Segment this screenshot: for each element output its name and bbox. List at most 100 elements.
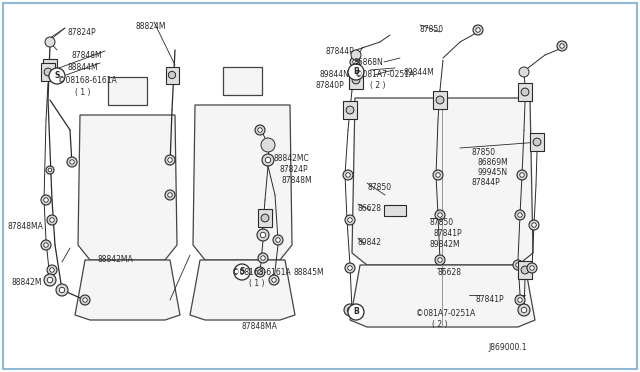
Circle shape: [257, 229, 269, 241]
Circle shape: [70, 160, 74, 164]
Text: 89842M: 89842M: [430, 240, 461, 249]
Circle shape: [435, 255, 445, 265]
Circle shape: [80, 295, 90, 305]
Circle shape: [348, 266, 352, 270]
Circle shape: [50, 268, 54, 272]
Text: 87850: 87850: [472, 148, 496, 157]
Circle shape: [47, 277, 52, 283]
Bar: [349, 71, 363, 89]
Text: ( 1 ): ( 1 ): [75, 88, 90, 97]
Polygon shape: [350, 265, 535, 327]
Polygon shape: [352, 98, 533, 265]
Circle shape: [273, 235, 283, 245]
Circle shape: [345, 215, 355, 225]
Text: 87844P: 87844P: [472, 178, 500, 187]
Circle shape: [49, 68, 65, 84]
Text: 87848M: 87848M: [282, 176, 312, 185]
Bar: [258, 209, 272, 227]
Circle shape: [276, 238, 280, 242]
Circle shape: [48, 168, 52, 172]
Circle shape: [234, 264, 250, 280]
Circle shape: [56, 284, 68, 296]
Polygon shape: [223, 67, 262, 95]
Text: 88842MC: 88842MC: [274, 154, 310, 163]
Circle shape: [165, 190, 175, 200]
Circle shape: [435, 210, 445, 220]
Circle shape: [438, 213, 442, 217]
Polygon shape: [193, 105, 292, 260]
Circle shape: [516, 263, 520, 267]
Circle shape: [45, 37, 55, 47]
Polygon shape: [78, 115, 177, 260]
Text: 87840P: 87840P: [315, 81, 344, 90]
Circle shape: [473, 25, 483, 35]
Text: 99945N: 99945N: [478, 168, 508, 177]
Text: S: S: [239, 267, 244, 276]
Circle shape: [46, 166, 54, 174]
Circle shape: [168, 158, 172, 162]
Circle shape: [436, 173, 440, 177]
Text: ( 2 ): ( 2 ): [432, 320, 447, 329]
Text: J869000.1: J869000.1: [488, 343, 527, 352]
Text: ( 1 ): ( 1 ): [249, 279, 264, 288]
Bar: [518, 261, 532, 279]
Circle shape: [344, 304, 356, 316]
Text: 87850: 87850: [420, 25, 444, 34]
Text: 86869M: 86869M: [478, 158, 509, 167]
Circle shape: [343, 170, 353, 180]
Circle shape: [168, 193, 172, 197]
Circle shape: [518, 213, 522, 217]
Circle shape: [517, 170, 527, 180]
Bar: [518, 83, 532, 101]
Circle shape: [433, 170, 443, 180]
Circle shape: [272, 278, 276, 282]
Text: ( 2 ): ( 2 ): [370, 81, 385, 90]
Text: 89844N: 89844N: [319, 70, 349, 79]
Circle shape: [262, 154, 274, 166]
Circle shape: [346, 106, 354, 114]
Circle shape: [50, 218, 54, 222]
Circle shape: [345, 263, 355, 273]
Polygon shape: [108, 77, 147, 105]
Text: ©081A7-0251A: ©081A7-0251A: [355, 70, 414, 79]
Circle shape: [515, 295, 525, 305]
Circle shape: [258, 128, 262, 132]
Bar: [433, 91, 447, 109]
Text: ©08168-6161A: ©08168-6161A: [232, 268, 291, 277]
Circle shape: [476, 28, 480, 32]
Circle shape: [46, 64, 54, 72]
Text: 86628: 86628: [437, 268, 461, 277]
Text: 87824P: 87824P: [280, 165, 308, 174]
Circle shape: [44, 68, 52, 76]
Circle shape: [44, 198, 48, 202]
Bar: [343, 101, 357, 119]
Circle shape: [520, 173, 524, 177]
Circle shape: [522, 307, 527, 313]
Text: B: B: [353, 308, 359, 317]
Circle shape: [438, 258, 442, 262]
Circle shape: [348, 218, 352, 222]
Text: 87844P: 87844P: [325, 47, 354, 56]
Circle shape: [350, 57, 360, 67]
Circle shape: [266, 157, 271, 163]
Circle shape: [60, 287, 65, 293]
Polygon shape: [190, 260, 295, 320]
Circle shape: [557, 41, 567, 51]
Circle shape: [168, 71, 175, 78]
Circle shape: [258, 270, 262, 274]
Circle shape: [436, 96, 444, 104]
Text: ©08168-6161A: ©08168-6161A: [58, 76, 116, 85]
Circle shape: [258, 253, 268, 263]
Text: 87841P: 87841P: [433, 229, 461, 238]
Circle shape: [165, 155, 175, 165]
Bar: [166, 67, 179, 83]
Circle shape: [518, 298, 522, 302]
Circle shape: [47, 215, 57, 225]
Circle shape: [521, 88, 529, 96]
Circle shape: [515, 210, 525, 220]
Bar: [41, 63, 55, 81]
Circle shape: [513, 260, 523, 270]
Text: 88842M: 88842M: [12, 278, 42, 287]
Circle shape: [351, 50, 361, 60]
Bar: [530, 133, 544, 151]
